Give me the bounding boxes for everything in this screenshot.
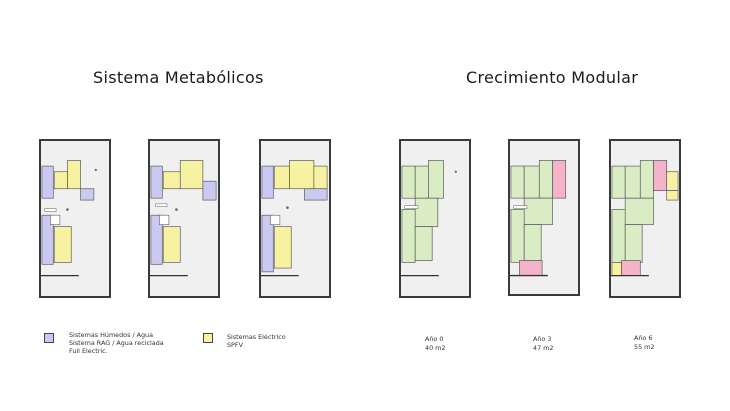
floor-plan-metabolic-3: [259, 139, 331, 298]
phase-year: Año 3: [533, 335, 552, 343]
legend-wet-label: Sistemas Húmedos / Agua Sistema RAG / Ag…: [69, 331, 164, 356]
legend-electric-label: Sistemas Eléctrico SPFV: [227, 333, 286, 350]
legend-wet-swatch: [44, 333, 54, 343]
title-crecimiento-modular: Crecimiento Modular: [466, 68, 639, 87]
phase-caption-year-6: Año 6 55 m2: [634, 334, 654, 351]
phase-area: 40 m2: [425, 343, 446, 352]
floor-plan-metabolic-2: [148, 139, 220, 298]
phase-caption-year-0: Año 0 40 m2: [425, 335, 445, 352]
phase-caption-year-3: Año 3 47 m2: [533, 335, 553, 352]
phase-year: Año 0: [425, 335, 444, 343]
floor-plan-metabolic-1: [39, 139, 111, 298]
phase-year: Año 6: [634, 334, 653, 342]
title-sistema-metabolicos: Sistema Metabólicos: [93, 68, 264, 87]
phase-area: 47 m2: [533, 343, 554, 352]
floor-plan-growth-year-6: [609, 139, 681, 298]
floor-plan-growth-year-3: [508, 139, 580, 296]
phase-area: 55 m2: [634, 342, 655, 351]
legend-electric-swatch: [203, 333, 213, 343]
floor-plan-growth-year-0: [399, 139, 471, 298]
